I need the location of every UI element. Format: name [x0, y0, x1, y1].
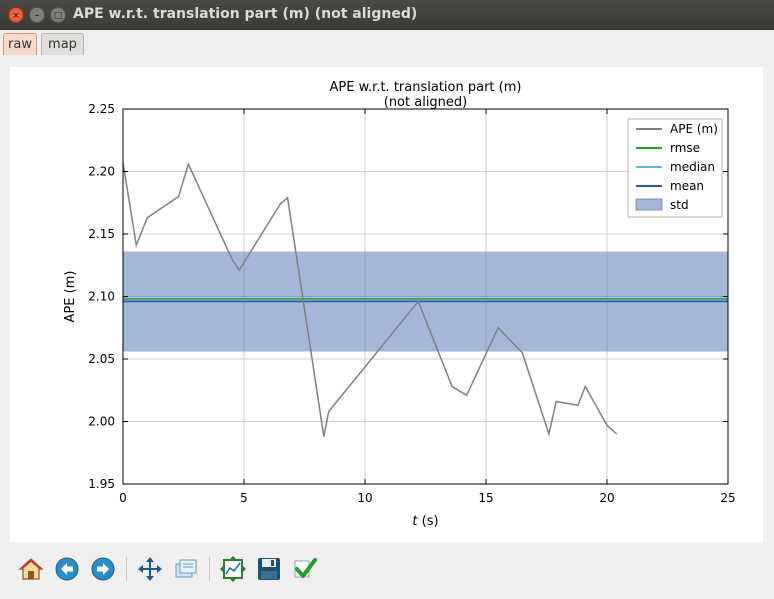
home-icon[interactable]: [18, 556, 44, 582]
legend-label: mean: [670, 179, 704, 193]
legend: APE (m) rmse median mean std: [627, 118, 723, 218]
x-tick-label: 20: [599, 491, 614, 505]
y-axis-label: APE (m): [63, 271, 78, 323]
ape-series-line: [122, 161, 618, 437]
window-title: APE w.r.t. translation part (m) (not ali…: [73, 6, 418, 22]
y-tick-label: 2.25: [88, 102, 115, 116]
legend-label: median: [670, 160, 715, 174]
save-icon[interactable]: [256, 556, 282, 582]
minimize-icon[interactable]: –: [29, 7, 45, 23]
y-tick-label: 2.15: [88, 227, 115, 241]
check-icon[interactable]: [292, 556, 318, 582]
tab-map[interactable]: map: [41, 33, 84, 55]
legend-label: rmse: [670, 141, 700, 155]
matplotlib-toolbar: [0, 548, 774, 593]
x-tick-label: 5: [240, 491, 248, 505]
pan-icon[interactable]: [137, 556, 163, 582]
back-arrow-icon[interactable]: [54, 556, 80, 582]
x-tick-label: 25: [720, 491, 735, 505]
y-tick-label: 2.10: [88, 290, 115, 304]
axis-ticks: 0 5 10 15 20 25 1.95 2.00 2.05 2.10 2.15 2.20 2.25: [88, 102, 735, 505]
x-axis-label-var: t: [412, 514, 418, 529]
x-tick-label: 15: [478, 491, 493, 505]
legend-label: APE (m): [670, 122, 718, 136]
chart-title-line2: (not aligned): [384, 95, 468, 110]
toolbar-separator: [126, 557, 127, 581]
x-tick-label: 0: [119, 491, 127, 505]
y-tick-label: 2.00: [88, 415, 115, 429]
y-tick-label: 2.05: [88, 352, 115, 366]
y-tick-label: 2.20: [88, 165, 115, 179]
zoom-rect-icon[interactable]: [173, 556, 199, 582]
y-tick-label: 1.95: [88, 477, 115, 491]
forward-arrow-icon[interactable]: [90, 556, 116, 582]
legend-swatch: [635, 198, 663, 211]
subplots-icon[interactable]: [220, 556, 246, 582]
x-tick-label: 10: [357, 491, 372, 505]
maximize-icon[interactable]: □: [50, 7, 66, 23]
plot-panel: 0 5 10 15 20 25 1.95 2.00 2.05 2.10 2.15 2.20 2.25 A…: [10, 67, 763, 542]
x-axis-label-unit: (s): [418, 514, 439, 529]
x-axis-label: t (s): [412, 514, 438, 529]
tab-raw[interactable]: raw: [3, 33, 37, 55]
toolbar-separator: [209, 557, 210, 581]
chart-title-line1: APE w.r.t. translation part (m): [330, 80, 522, 95]
legend-label: std: [670, 198, 689, 212]
window-titlebar: × – □ APE w.r.t. translation part (m) (n…: [0, 0, 774, 30]
tab-bar: raw map: [0, 30, 774, 57]
close-icon[interactable]: ×: [8, 7, 24, 23]
ape-chart[interactable]: 0 5 10 15 20 25 1.95 2.00 2.05 2.10 2.15 2.20 2.25 A…: [10, 67, 763, 542]
